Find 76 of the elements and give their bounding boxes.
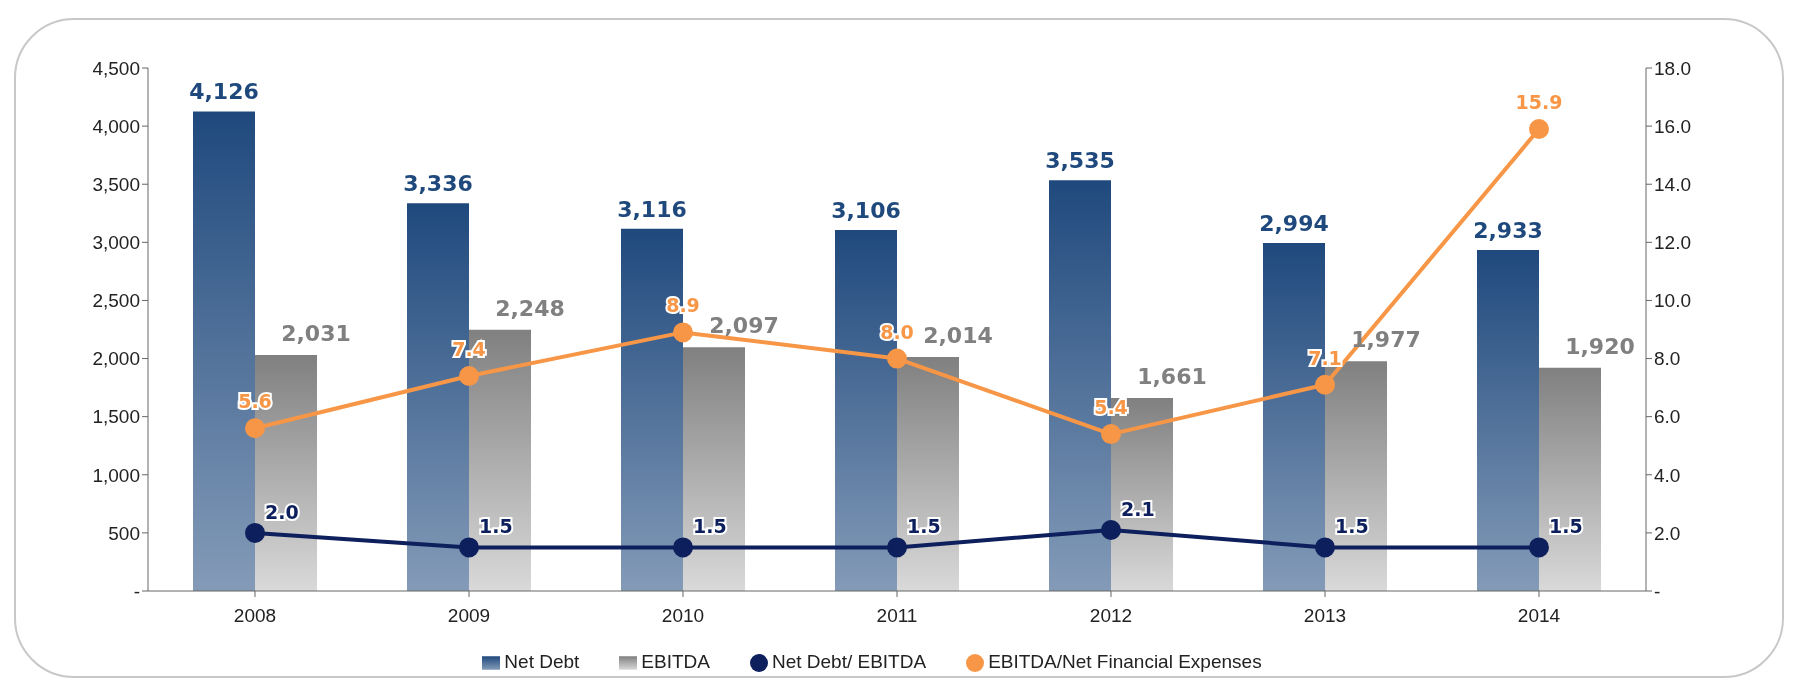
x-tick-label: 2011 [876, 605, 918, 627]
point [1315, 374, 1335, 395]
data-label: 3,116 [617, 196, 687, 222]
y-tick-label: 3,500 [92, 173, 140, 195]
point [887, 348, 907, 369]
y2-tick-label: 18.0 [1654, 57, 1691, 79]
data-label: 2,014 [923, 322, 993, 348]
legend-label: EBITDA/Net Financial Expenses [988, 651, 1262, 672]
data-label: 1.5 [693, 515, 727, 538]
data-label: 2,248 [495, 295, 565, 321]
data-label: 5.4 [1094, 396, 1128, 419]
point [459, 365, 479, 386]
data-label: 8.0 [880, 320, 914, 343]
x-tick-label: 2008 [233, 605, 277, 627]
legend-label: Net Debt/ EBITDA [771, 651, 927, 672]
y-tick-label: 2,000 [92, 348, 140, 370]
data-label: 2,933 [1473, 218, 1543, 244]
data-label: 2,994 [1259, 211, 1329, 237]
legend-label: EBITDA [641, 651, 710, 672]
x-tick-label: 2010 [661, 605, 705, 627]
point [459, 537, 479, 558]
data-label: 2.0 [265, 500, 299, 523]
y-tick-label: 500 [108, 522, 140, 544]
x-tick-label: 2009 [447, 605, 491, 627]
data-label: 1,661 [1137, 363, 1207, 389]
y2-tick-label: 6.0 [1654, 406, 1681, 428]
y2-tick-label: 14.0 [1654, 173, 1691, 195]
y2-tick-label: 8.0 [1654, 348, 1681, 370]
data-label: 3,535 [1045, 148, 1115, 174]
point [245, 418, 265, 439]
x-tick-label: 2014 [1517, 605, 1561, 627]
point [1101, 519, 1121, 540]
data-label: 5.6 [238, 390, 272, 413]
data-label: 2.1 [1121, 497, 1155, 520]
y2-tick-label: 2.0 [1654, 522, 1681, 544]
y-tick-label: 4,500 [92, 57, 140, 79]
data-label: 1.5 [1335, 515, 1369, 538]
data-label: 3,336 [403, 171, 473, 197]
data-label: 1.5 [907, 515, 941, 538]
point [1529, 119, 1549, 140]
data-label: 7.1 [1308, 346, 1342, 369]
legend-label: Net Debt [504, 651, 580, 672]
y2-tick-label: - [1654, 580, 1661, 602]
point [1101, 424, 1121, 445]
point [1315, 537, 1335, 558]
point [1529, 537, 1549, 558]
y-tick-label: 1,000 [92, 464, 140, 486]
bar [897, 356, 959, 591]
data-label: 1.5 [1549, 515, 1583, 538]
point [245, 522, 265, 543]
y-tick-label: 4,000 [92, 115, 140, 137]
data-label: 8.9 [666, 294, 700, 317]
y-tick-label: 3,000 [92, 232, 140, 254]
bar [1477, 250, 1539, 591]
y2-tick-label: 4.0 [1654, 464, 1681, 486]
data-label: 4,126 [189, 79, 259, 105]
y-tick-label: 1,500 [92, 406, 140, 428]
data-label: 15.9 [1515, 91, 1563, 114]
data-label: 3,106 [831, 198, 901, 224]
bar [1539, 367, 1601, 591]
y2-tick-label: 10.0 [1654, 290, 1691, 312]
x-tick-label: 2012 [1089, 605, 1133, 627]
data-label: 2,097 [709, 313, 779, 339]
bar [683, 347, 745, 591]
y-tick-label: 2,500 [92, 290, 140, 312]
data-label: 1,920 [1565, 333, 1635, 359]
y2-tick-label: 16.0 [1654, 115, 1691, 137]
x-tick-label: 2013 [1303, 605, 1347, 627]
y2-tick-label: 12.0 [1654, 232, 1691, 254]
data-label: 2,031 [281, 320, 351, 346]
data-label: 7.4 [452, 337, 486, 360]
point [673, 322, 693, 343]
y-tick-label: - [133, 580, 140, 602]
point [887, 537, 907, 558]
point [673, 537, 693, 558]
data-label: 1.5 [479, 515, 513, 538]
